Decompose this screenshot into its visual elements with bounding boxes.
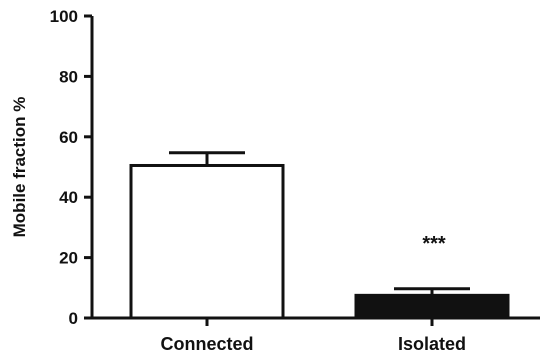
y-tick-label: 100 [50, 7, 78, 26]
x-category-label: Isolated [398, 334, 466, 354]
significance-annotation: *** [422, 233, 446, 255]
y-tick-label: 0 [69, 309, 78, 328]
y-tick-label: 20 [59, 249, 78, 268]
y-axis-title: Mobile fraction % [10, 97, 29, 238]
y-tick-label: 60 [59, 128, 78, 147]
y-tick-label: 80 [59, 67, 78, 86]
y-axis: 0 20 40 60 80 100 [50, 7, 94, 328]
bar-isolated [354, 293, 510, 320]
bar-connected [129, 163, 285, 320]
x-category-label: Connected [160, 334, 253, 354]
bars-group [129, 151, 510, 320]
labels-group: Connected Isolated *** [160, 233, 466, 354]
y-tick-label: 40 [59, 188, 78, 207]
